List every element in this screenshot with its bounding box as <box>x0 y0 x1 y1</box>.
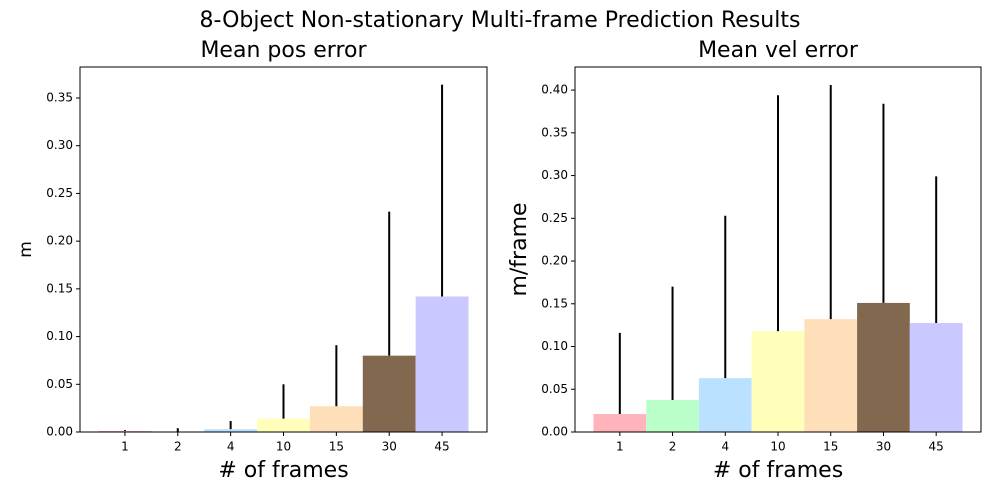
y-tick-label: 0.15 <box>46 281 73 295</box>
y-tick-label: 0.25 <box>46 186 73 200</box>
y-tick-label: 0.00 <box>46 425 73 439</box>
bar <box>309 406 363 432</box>
y-tick-label: 0.30 <box>46 138 73 152</box>
subplot: Mean vel error # of frames m/frame 1 2 4 10 15 3… <box>507 38 982 483</box>
plot-frame <box>574 66 982 433</box>
bar <box>646 400 699 432</box>
bar <box>857 302 910 432</box>
bar <box>204 429 258 432</box>
y-axis-label: m/frame <box>507 202 532 296</box>
y-tick-label: 0.25 <box>541 211 568 225</box>
bar <box>909 323 963 432</box>
x-tick-label: 10 <box>276 440 291 454</box>
y-tick-label: 0.10 <box>46 329 73 343</box>
y-tick-label: 0.35 <box>46 91 73 105</box>
y-tick-label: 0.30 <box>541 168 568 182</box>
x-tick-label: 4 <box>227 440 235 454</box>
x-axis-label: # of frames <box>218 458 348 483</box>
x-tick-label: 30 <box>876 440 891 454</box>
y-axis-label: m <box>16 241 36 258</box>
bar <box>362 355 416 432</box>
subplot-title: Mean pos error <box>200 38 367 63</box>
bar <box>593 414 647 432</box>
y-tick-label: 0.20 <box>46 234 73 248</box>
subplot: Mean pos error # of frames m 1 2 4 10 15 30 45 0.0… <box>16 38 488 483</box>
x-tick-label: 10 <box>770 440 785 454</box>
x-tick-label: 1 <box>616 440 624 454</box>
x-tick-label: 30 <box>382 440 397 454</box>
x-tick-label: 1 <box>121 440 129 454</box>
bar <box>257 418 310 432</box>
y-tick-label: 0.05 <box>46 377 73 391</box>
x-tick-label: 45 <box>929 440 944 454</box>
y-tick-label: 0.00 <box>541 425 568 439</box>
x-tick-label: 2 <box>174 440 182 454</box>
x-axis-label: # of frames <box>713 458 843 483</box>
y-tick-label: 0.40 <box>541 83 568 97</box>
x-tick-label: 15 <box>329 440 344 454</box>
bar <box>415 296 469 432</box>
x-tick-label: 45 <box>434 440 449 454</box>
subplot-title: Mean vel error <box>698 38 859 63</box>
x-tick-label: 2 <box>669 440 677 454</box>
plot-frame <box>79 66 488 433</box>
x-tick-label: 15 <box>823 440 838 454</box>
y-tick-label: 0.35 <box>541 125 568 139</box>
y-tick-label: 0.05 <box>541 382 568 396</box>
bar <box>698 378 752 432</box>
y-tick-label: 0.20 <box>541 254 568 268</box>
bar <box>804 319 858 432</box>
bar <box>751 331 805 432</box>
y-tick-label: 0.10 <box>541 339 568 353</box>
figure-title: 8-Object Non-stationary Multi-frame Pred… <box>200 8 801 33</box>
y-tick-label: 0.15 <box>541 296 568 310</box>
x-tick-label: 4 <box>721 440 729 454</box>
